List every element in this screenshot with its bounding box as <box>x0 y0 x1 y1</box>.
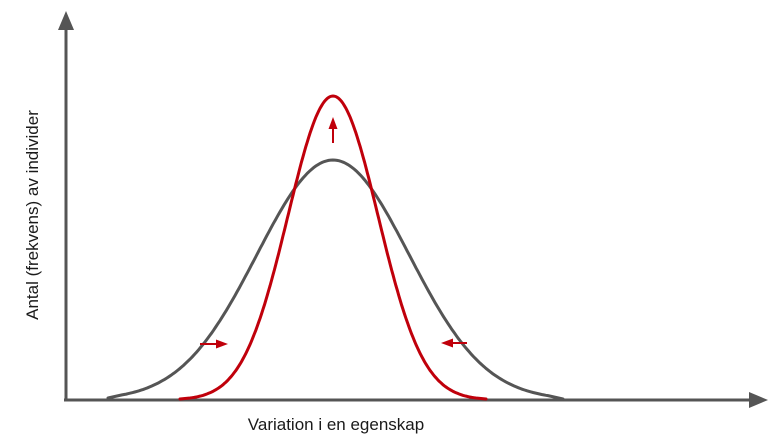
selected-distribution-curve <box>178 94 488 401</box>
peak-up-arrow-icon <box>328 117 338 143</box>
y-axis-arrowhead <box>58 11 74 30</box>
y-axis-label: Antal (frekvens) av individer <box>23 110 42 320</box>
x-axis-label: Variation i en egenskap <box>248 415 424 434</box>
x-axis-arrowhead <box>749 392 768 408</box>
original-distribution-curve <box>106 158 565 401</box>
right-tail-inward-arrow-icon <box>441 338 467 348</box>
left-tail-inward-arrow-icon <box>200 339 228 349</box>
